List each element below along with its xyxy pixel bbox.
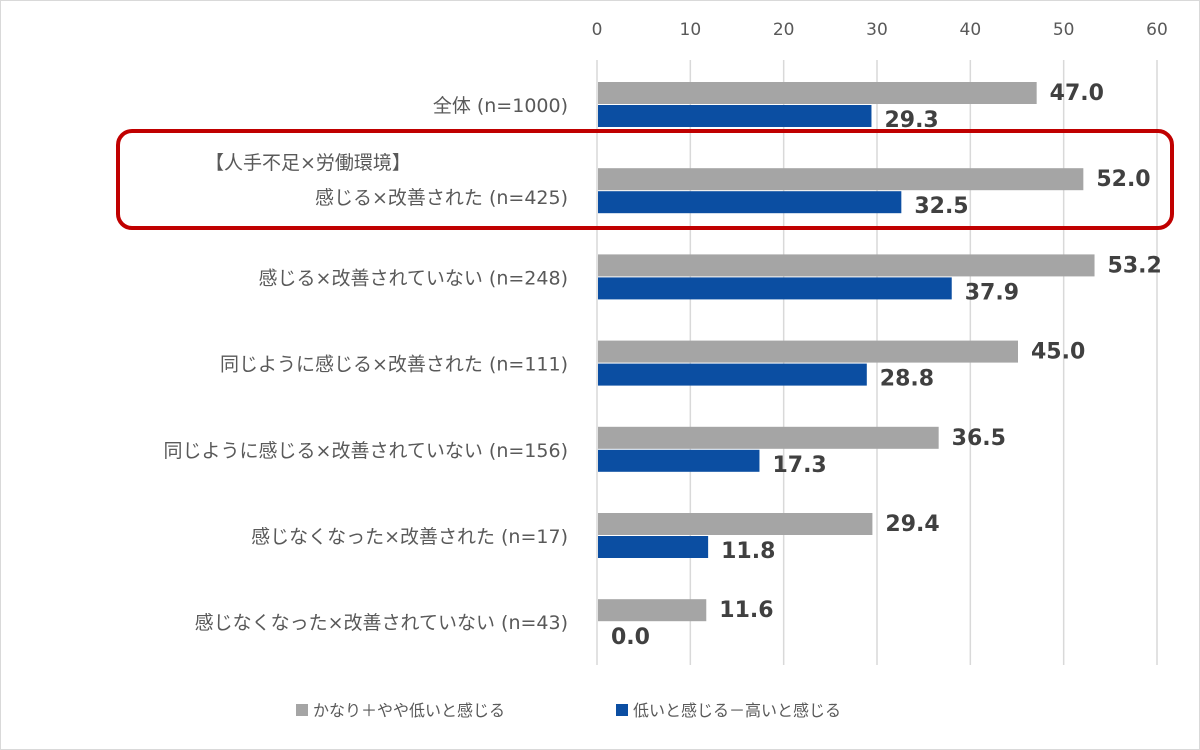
category-label: 感じる×改善されていない (n=248) xyxy=(259,267,568,289)
bar-gray xyxy=(598,340,1018,363)
data-label: 0.0 xyxy=(611,625,650,650)
category-label: 同じように感じる×改善されていない (n=156) xyxy=(164,440,568,462)
bar-blue xyxy=(598,449,760,472)
highlight-box xyxy=(116,129,1174,230)
data-label: 37.9 xyxy=(965,280,1019,305)
data-label: 32.5 xyxy=(914,194,968,219)
x-tick-label: 10 xyxy=(680,20,702,40)
bar-blue xyxy=(598,536,709,558)
data-label: 47.0 xyxy=(1050,81,1104,106)
legend-swatch xyxy=(616,704,628,716)
bar-gray xyxy=(598,513,873,535)
x-tick-label: 20 xyxy=(773,20,795,40)
bar-gray xyxy=(598,82,1037,104)
bar-blue xyxy=(598,277,952,300)
bar-blue xyxy=(598,191,902,214)
category-label: 感じなくなった×改善された (n=17) xyxy=(251,526,568,548)
legend: かなり＋やや低いと感じる 低いと感じる－高いと感じる xyxy=(296,701,841,720)
data-label: 11.6 xyxy=(719,598,773,623)
category-label: 全体 (n=1000) xyxy=(433,95,568,117)
bar-gray xyxy=(598,599,707,622)
category-label: 感じなくなった×改善されていない (n=43) xyxy=(195,612,568,634)
data-label: 36.5 xyxy=(952,426,1006,451)
x-tick-label: 60 xyxy=(1146,20,1168,40)
data-label: 17.3 xyxy=(772,453,826,478)
legend-swatch xyxy=(296,704,308,716)
data-label: 29.3 xyxy=(884,108,938,133)
bar-gray xyxy=(598,168,1084,191)
category-label: 同じように感じる×改善された (n=111) xyxy=(220,354,568,376)
category-label: 感じる×改善された (n=425) xyxy=(315,187,568,209)
legend-label: かなり＋やや低いと感じる xyxy=(313,701,505,720)
x-tick-label: 0 xyxy=(592,20,603,40)
data-label: 45.0 xyxy=(1031,340,1085,365)
data-label: 28.8 xyxy=(880,367,934,392)
x-tick-label: 30 xyxy=(866,20,888,40)
bar-blue xyxy=(598,105,872,127)
bar-gray xyxy=(598,426,939,449)
bar-gray xyxy=(598,254,1095,277)
data-label: 11.8 xyxy=(721,539,775,564)
data-label: 29.4 xyxy=(885,512,939,537)
category-label-prefix: 【人手不足×労働環境】 xyxy=(205,152,411,174)
legend-label: 低いと感じる－高いと感じる xyxy=(633,701,841,720)
x-tick-label: 40 xyxy=(960,20,982,40)
bar-blue xyxy=(598,363,867,386)
x-tick-label: 50 xyxy=(1053,20,1075,40)
data-label: 52.0 xyxy=(1096,167,1150,192)
data-label: 53.2 xyxy=(1108,253,1162,278)
